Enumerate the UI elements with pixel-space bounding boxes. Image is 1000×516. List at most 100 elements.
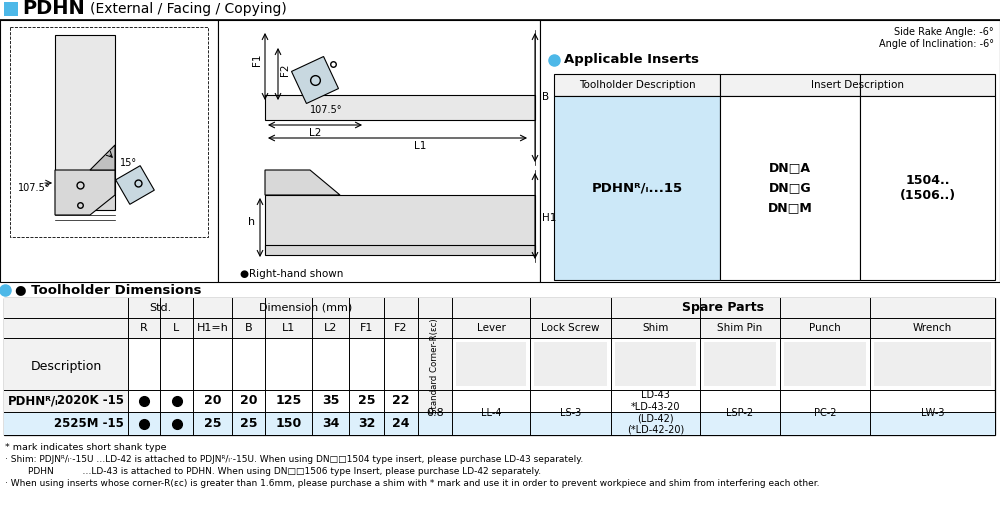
Text: ●Right-hand shown: ●Right-hand shown	[240, 269, 343, 279]
Bar	[10, 27, 208, 237]
Text: Standard Corner-R(εc): Standard Corner-R(εc)	[430, 319, 440, 414]
Text: Angle of Inclination: -6°: Angle of Inclination: -6°	[879, 39, 994, 49]
Polygon shape	[55, 170, 115, 215]
Bar	[265, 245, 535, 255]
Text: F1: F1	[252, 54, 262, 66]
Text: 125: 125	[275, 395, 302, 408]
Text: · Shim: PDJNᴿ/ₗ·-15U …LD-42 is attached to PDJNᴿ/ₗ·-15U. When using DN□□1504 typ: · Shim: PDJNᴿ/ₗ·-15U …LD-42 is attached …	[5, 455, 583, 464]
Text: Lever: Lever	[477, 323, 505, 333]
Bar	[554, 74, 720, 96]
Text: (External / Facing / Copying): (External / Facing / Copying)	[90, 2, 287, 16]
Bar	[784, 342, 866, 386]
Bar	[530, 318, 611, 338]
Bar	[265, 195, 535, 250]
Text: B: B	[542, 92, 549, 102]
Text: PDHN          …LD-43 is attached to PDHN. When using DN□□1506 type Insert, pleas: PDHN …LD-43 is attached to PDHN. When us…	[5, 467, 541, 476]
Bar	[540, 20, 1000, 282]
Text: Side Rake Angle: -6°: Side Rake Angle: -6°	[894, 27, 994, 37]
Bar	[452, 318, 530, 338]
Bar	[312, 318, 349, 338]
Text: 107.5°: 107.5°	[18, 183, 50, 193]
Text: ● Toolholder Dimensions: ● Toolholder Dimensions	[15, 283, 202, 297]
Text: Toolholder Description: Toolholder Description	[579, 80, 695, 90]
Text: PC-2: PC-2	[814, 408, 836, 417]
Text: B: B	[245, 323, 252, 333]
Text: Spare Parts: Spare Parts	[682, 301, 765, 314]
Text: 150: 150	[275, 417, 302, 430]
Text: * mark indicates short shank type: * mark indicates short shank type	[5, 443, 166, 452]
Bar	[128, 318, 160, 338]
Text: L2: L2	[324, 323, 337, 333]
Text: 2020K -15: 2020K -15	[57, 395, 124, 408]
Text: H1: H1	[542, 213, 556, 223]
Bar	[4, 2, 18, 16]
Text: Std.: Std.	[149, 303, 172, 313]
Bar	[232, 318, 265, 338]
Bar	[860, 74, 995, 96]
Text: L: L	[173, 323, 180, 333]
Text: 107.5°: 107.5°	[310, 105, 342, 115]
Text: · When using inserts whose corner-R(εc) is greater than 1.6mm, please purchase a: · When using inserts whose corner-R(εc) …	[5, 479, 820, 488]
Text: 2525M -15: 2525M -15	[54, 417, 124, 430]
Bar	[611, 318, 700, 338]
Text: Applicable Inserts: Applicable Inserts	[564, 54, 699, 67]
Bar	[720, 96, 860, 280]
Bar	[4, 298, 995, 435]
Text: Insert Description: Insert Description	[811, 80, 904, 90]
Text: L1: L1	[282, 323, 295, 333]
Text: 22: 22	[392, 395, 410, 408]
Polygon shape	[292, 57, 338, 104]
Bar	[218, 20, 540, 282]
Text: PDHNᴿ/ₗ...15: PDHNᴿ/ₗ...15	[591, 182, 683, 195]
Text: PDHNᴿ/ₗ: PDHNᴿ/ₗ	[8, 395, 59, 408]
Text: H1=h: H1=h	[197, 323, 228, 333]
Text: L2: L2	[309, 128, 321, 138]
Text: LS-3: LS-3	[560, 408, 581, 417]
Text: PDHN: PDHN	[22, 0, 85, 19]
Bar	[193, 298, 418, 318]
Text: Shim Pin: Shim Pin	[717, 323, 763, 333]
Text: 25: 25	[204, 417, 221, 430]
Bar	[456, 342, 526, 386]
Text: 24: 24	[392, 417, 410, 430]
Text: Dimension (mm): Dimension (mm)	[259, 303, 352, 313]
Bar	[554, 96, 720, 280]
Text: 35: 35	[322, 395, 339, 408]
Bar	[704, 342, 776, 386]
Text: 32: 32	[358, 417, 375, 430]
Text: DN□A: DN□A	[769, 162, 811, 174]
Bar	[615, 342, 696, 386]
Bar	[55, 35, 115, 190]
Bar	[265, 318, 312, 338]
Text: 25: 25	[358, 395, 375, 408]
Polygon shape	[116, 166, 154, 204]
Text: F1: F1	[360, 323, 373, 333]
Bar	[700, 318, 780, 338]
Bar	[780, 318, 870, 338]
Text: Punch: Punch	[809, 323, 841, 333]
Text: Shim: Shim	[642, 323, 669, 333]
Bar	[452, 298, 995, 318]
Bar	[349, 318, 384, 338]
Text: LL-4: LL-4	[481, 408, 501, 417]
Bar	[55, 185, 115, 210]
Bar	[860, 96, 995, 280]
Bar	[870, 318, 995, 338]
Text: LW-3: LW-3	[921, 408, 944, 417]
Text: 25: 25	[240, 417, 257, 430]
Bar	[418, 298, 452, 435]
Text: Wrench: Wrench	[913, 323, 952, 333]
Text: 0.8: 0.8	[426, 408, 444, 417]
Bar	[874, 342, 991, 386]
Text: L1: L1	[414, 141, 426, 151]
Text: DN□M: DN□M	[768, 202, 812, 215]
Bar	[4, 412, 995, 435]
Bar	[128, 298, 193, 318]
Text: 1504..
(1506..): 1504.. (1506..)	[899, 174, 956, 202]
Text: Lock Screw: Lock Screw	[541, 323, 600, 333]
Text: 20: 20	[204, 395, 221, 408]
Bar	[160, 318, 193, 338]
Bar	[0, 20, 218, 282]
Bar	[384, 318, 418, 338]
Text: DN□G: DN□G	[769, 182, 811, 195]
